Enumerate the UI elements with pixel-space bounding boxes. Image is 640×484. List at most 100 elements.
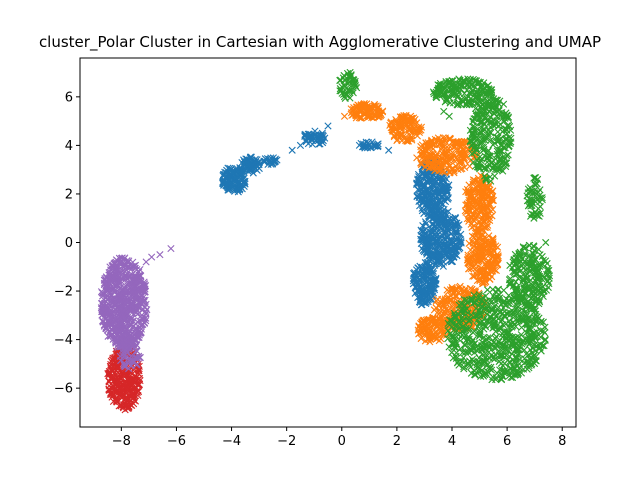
scatter-point: [470, 207, 479, 215]
scatter-point: [467, 193, 475, 202]
scatter-point: [476, 241, 484, 249]
x-tick-label: 4: [448, 434, 456, 449]
y-tick-label: 6: [65, 90, 73, 105]
scatter-point: [306, 131, 314, 139]
scatter-point: [452, 221, 460, 229]
scatter-point: [493, 259, 501, 267]
scatter-point: [486, 275, 494, 283]
scatter-point: [464, 253, 472, 262]
scatter-point: [486, 240, 494, 248]
scatter-point: [422, 233, 430, 242]
scatter-point: [424, 335, 433, 344]
scatter-point: [478, 280, 487, 288]
scatter-point: [349, 111, 357, 119]
scatter-point: [446, 245, 454, 254]
scatter-point: [410, 124, 418, 132]
scatter-point: [481, 223, 489, 232]
scatter-point: [435, 175, 443, 183]
y-tick-label: 4: [65, 139, 73, 154]
scatter-point: [450, 150, 458, 158]
scatter-point: [485, 258, 493, 266]
scatter-point: [435, 320, 443, 328]
scatter-point: [454, 155, 462, 163]
scatter-point: [227, 182, 236, 190]
scatter-point: [464, 188, 472, 196]
x-tick-label: −6: [167, 434, 186, 449]
scatter-point: [440, 160, 448, 169]
scatter-point: [453, 139, 461, 147]
scatter-point: [431, 202, 439, 210]
scatter-point: [469, 176, 477, 184]
scatter-point: [230, 175, 239, 183]
scatter-point: [364, 139, 373, 147]
scatter-point: [417, 187, 426, 195]
scatter-point: [387, 118, 395, 126]
scatter-point: [246, 160, 254, 168]
scatter-point: [477, 268, 485, 276]
scatter-point: [350, 76, 358, 84]
scatter-point: [313, 132, 321, 140]
scatter-point: [480, 198, 488, 206]
scatter-point: [444, 194, 452, 202]
scatter-point: [340, 112, 349, 120]
scatter-point: [348, 86, 356, 94]
scatter-point: [483, 203, 491, 211]
scatter-point: [417, 159, 425, 167]
scatter-point: [475, 217, 483, 225]
scatter-point: [302, 138, 310, 146]
scatter-point: [425, 286, 433, 294]
scatter-point: [435, 167, 443, 175]
scatter-point: [420, 296, 428, 304]
scatter-point: [451, 292, 459, 300]
scatter-point: [418, 227, 426, 236]
scatter-point: [492, 242, 500, 250]
scatter-point: [358, 106, 366, 114]
scatter-point: [419, 292, 427, 300]
scatter-point: [372, 142, 380, 150]
scatter-point: [429, 292, 437, 300]
scatter-point: [315, 136, 323, 144]
scatter-point: [462, 285, 470, 293]
scatter-point: [439, 134, 447, 142]
scatter-point: [446, 256, 454, 264]
scatter-point: [235, 185, 243, 193]
y-tick-label: −6: [54, 382, 73, 397]
scatter-point: [393, 117, 401, 125]
scatter-point: [442, 305, 450, 313]
scatter-point: [428, 221, 437, 229]
scatter-point: [451, 223, 460, 231]
scatter-point: [423, 177, 431, 185]
scatter-point: [440, 209, 448, 217]
scatter-point: [448, 286, 457, 294]
y-tick-label: −2: [54, 285, 73, 300]
scatter-point: [465, 239, 473, 247]
scatter-point: [461, 151, 469, 159]
scatter-point: [415, 186, 423, 194]
scatter-point: [233, 175, 241, 183]
scatter-point: [459, 147, 468, 155]
scatter-point: [308, 136, 316, 145]
y-tick-label: −4: [54, 333, 73, 348]
scatter-point: [429, 276, 438, 284]
x-tick-label: 8: [558, 434, 566, 449]
scatter-point: [374, 143, 382, 151]
scatter-point: [420, 209, 428, 218]
scatter-point: [269, 159, 277, 167]
scatter-point: [417, 292, 425, 300]
scatter-point: [417, 196, 425, 204]
scatter-point: [478, 249, 486, 257]
scatter-point: [226, 164, 234, 172]
scatter-point: [426, 191, 434, 199]
scatter-point: [240, 179, 249, 187]
scatter-point: [255, 161, 263, 169]
scatter-point: [437, 157, 445, 165]
scatter-point: [410, 279, 418, 287]
scatter-point: [367, 143, 375, 152]
scatter-point: [432, 328, 440, 336]
scatter-point: [219, 171, 228, 179]
scatter-point: [434, 253, 442, 261]
scatter-point: [357, 114, 365, 122]
scatter-point: [444, 218, 452, 226]
